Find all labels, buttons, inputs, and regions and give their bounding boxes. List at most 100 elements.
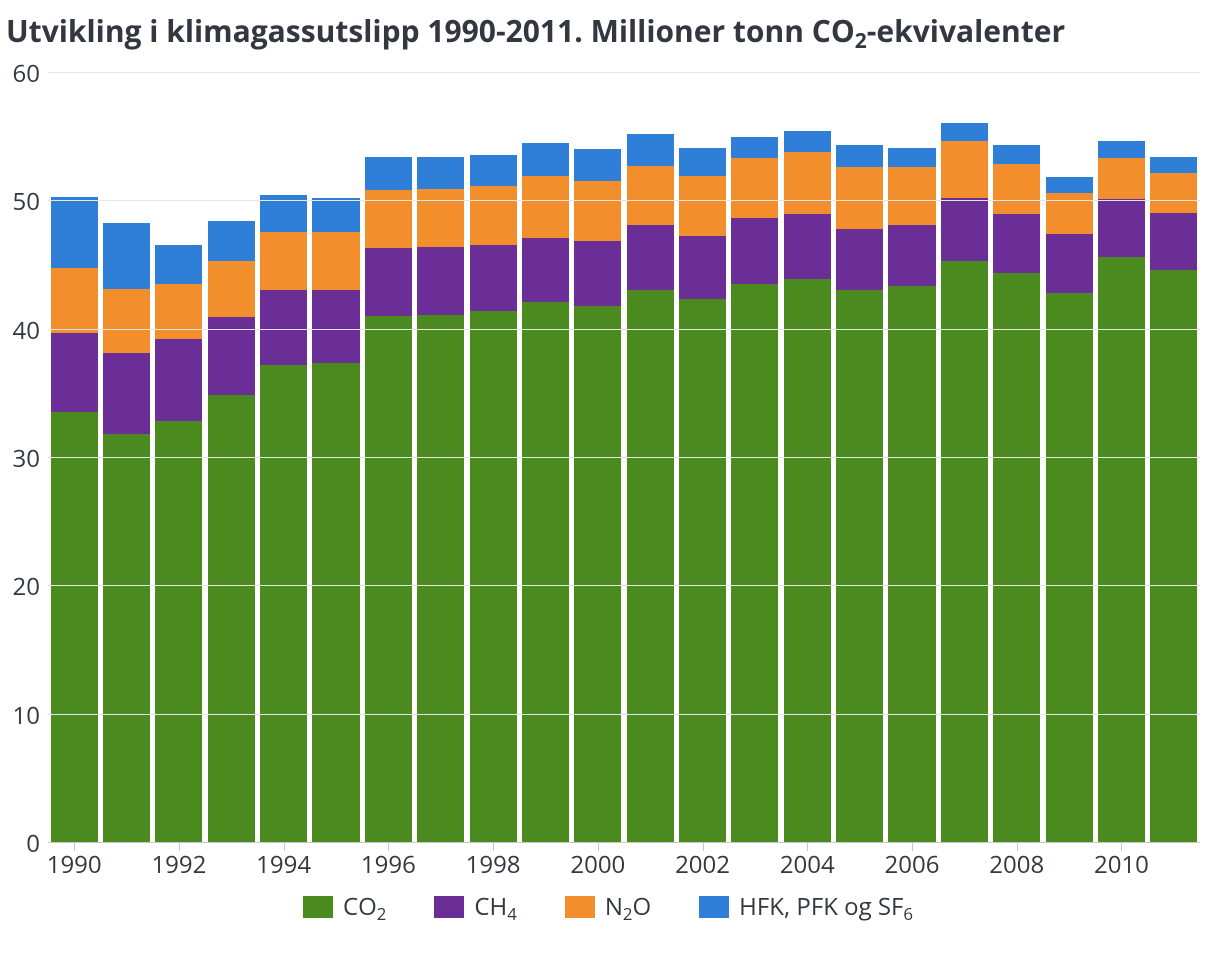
bar-segment-ch4 — [888, 225, 935, 287]
legend-swatch — [565, 896, 595, 918]
y-axis-label: 10 — [0, 699, 40, 732]
bar-column — [103, 223, 150, 842]
x-axis-label: 2002 — [675, 848, 730, 881]
gridline — [48, 72, 1200, 73]
bar-segment-co2 — [627, 290, 674, 842]
bar-segment-hfk — [470, 155, 517, 186]
bar-column — [1098, 141, 1145, 842]
bar-segment-n2o — [574, 181, 621, 241]
bar-segment-ch4 — [1098, 199, 1145, 257]
bar-segment-hfk — [365, 157, 412, 190]
bar-column — [731, 137, 778, 842]
bar-segment-n2o — [365, 190, 412, 248]
bar-column — [522, 143, 569, 842]
bar-segment-n2o — [627, 166, 674, 225]
x-axis-label: 2000 — [570, 848, 625, 881]
bar-column — [1150, 157, 1197, 842]
bar-segment-co2 — [51, 412, 98, 842]
bar-segment-hfk — [1046, 177, 1093, 192]
bar-segment-co2 — [679, 299, 726, 842]
bar-segment-n2o — [836, 167, 883, 229]
bar-segment-n2o — [679, 176, 726, 236]
bar-segment-n2o — [103, 289, 150, 353]
bar-segment-co2 — [260, 365, 307, 842]
legend-swatch — [303, 896, 333, 918]
bar-column — [993, 145, 1040, 842]
bar-segment-n2o — [208, 261, 255, 317]
bar-segment-n2o — [1150, 173, 1197, 213]
bar-column — [155, 245, 202, 842]
y-axis-label: 0 — [0, 827, 40, 860]
bar-column — [260, 195, 307, 842]
bar-segment-hfk — [522, 143, 569, 176]
bar-segment-n2o — [155, 284, 202, 339]
bar-segment-ch4 — [574, 241, 621, 305]
x-axis-label: 1994 — [256, 848, 311, 881]
bar-segment-n2o — [470, 186, 517, 245]
x-axis-label: 2006 — [885, 848, 940, 881]
bar-column — [784, 131, 831, 842]
bar-column — [470, 155, 517, 842]
bar-column — [941, 123, 988, 842]
bar-column — [679, 148, 726, 842]
bar-segment-co2 — [888, 286, 935, 842]
bar-segment-co2 — [470, 311, 517, 842]
bar-segment-ch4 — [679, 236, 726, 299]
bar-segment-co2 — [836, 290, 883, 842]
bar-segment-n2o — [1098, 158, 1145, 199]
legend-label: CH4 — [474, 890, 516, 923]
bar-segment-ch4 — [836, 229, 883, 291]
chart-title: Utvikling i klimagassutslipp 1990-2011. … — [6, 10, 1065, 51]
y-axis-label: 60 — [0, 57, 40, 90]
bar-segment-hfk — [574, 149, 621, 181]
bar-segment-ch4 — [155, 339, 202, 421]
bar-segment-co2 — [574, 306, 621, 842]
bar-segment-co2 — [731, 284, 778, 842]
x-axis-label: 2010 — [1094, 848, 1149, 881]
bar-column — [208, 221, 255, 842]
bar-segment-n2o — [731, 158, 778, 218]
bar-segment-n2o — [260, 232, 307, 290]
bar-segment-co2 — [365, 316, 412, 842]
bar-segment-n2o — [993, 164, 1040, 214]
x-axis-label: 1992 — [151, 848, 206, 881]
bar-segment-ch4 — [417, 247, 464, 315]
bar-segment-n2o — [941, 141, 988, 197]
gridline — [48, 585, 1200, 586]
bar-segment-ch4 — [103, 353, 150, 434]
legend-swatch — [434, 896, 464, 918]
bar-segment-co2 — [1098, 257, 1145, 842]
bar-segment-n2o — [51, 268, 98, 332]
legend-label: CO2 — [343, 890, 386, 923]
bar-segment-co2 — [522, 302, 569, 842]
chart-container: Utvikling i klimagassutslipp 1990-2011. … — [0, 0, 1216, 953]
bar-segment-ch4 — [260, 290, 307, 364]
bar-segment-hfk — [836, 145, 883, 167]
y-axis-label: 30 — [0, 442, 40, 475]
bar-column — [888, 148, 935, 842]
bar-segment-ch4 — [522, 238, 569, 302]
bar-segment-hfk — [155, 245, 202, 284]
x-axis-label: 1990 — [47, 848, 102, 881]
x-axis-line — [48, 842, 1200, 843]
legend-item-n2o: N2O — [565, 890, 651, 923]
bar-segment-hfk — [731, 137, 778, 158]
bar-column — [574, 149, 621, 842]
bar-segment-ch4 — [731, 218, 778, 283]
bar-segment-co2 — [417, 315, 464, 842]
y-axis-label: 40 — [0, 314, 40, 347]
bar-segment-hfk — [51, 197, 98, 269]
legend: CO2CH4N2OHFK, PFK og SF6 — [0, 890, 1216, 923]
x-axis-label: 1996 — [361, 848, 416, 881]
bar-segment-hfk — [888, 148, 935, 167]
bar-segment-co2 — [993, 273, 1040, 842]
bar-segment-hfk — [208, 221, 255, 261]
bar-segment-ch4 — [312, 290, 359, 363]
bar-column — [51, 196, 98, 842]
bar-column — [627, 134, 674, 842]
bar-column — [365, 157, 412, 842]
x-axis-label: 2008 — [989, 848, 1044, 881]
bar-segment-n2o — [312, 232, 359, 290]
bar-segment-n2o — [417, 189, 464, 247]
legend-item-co2: CO2 — [303, 890, 386, 923]
